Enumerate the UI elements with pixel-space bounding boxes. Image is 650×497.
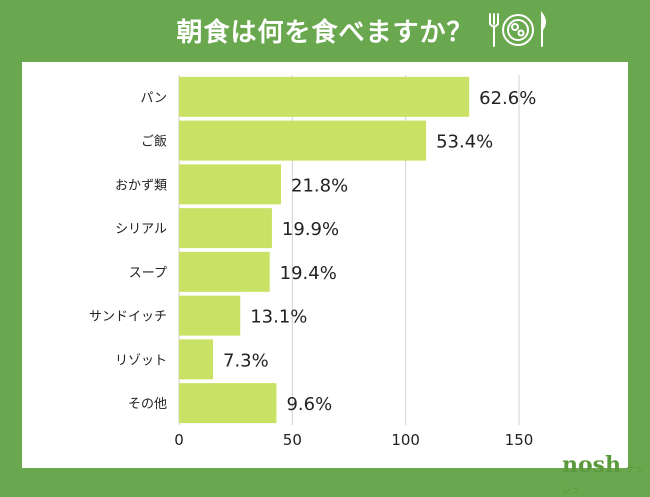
category-label-4: スープ — [129, 266, 167, 281]
bar-1 — [179, 120, 427, 161]
fork-icon — [489, 13, 499, 47]
knife-icon — [541, 10, 546, 47]
x-tick-label-100: 100 — [391, 431, 420, 449]
title-bar: 朝食は何を食べますか？ — [0, 0, 650, 60]
x-axis-ticks: 0 50 100 150 — [174, 431, 533, 449]
x-tick-label-150: 150 — [505, 431, 534, 449]
plate-icon — [489, 10, 546, 47]
category-label-5: サンドイッチ — [89, 310, 167, 325]
value-label-3: 19.9% — [282, 219, 339, 240]
nosh-logo: nosh ナッシュ — [562, 452, 650, 497]
bar-5 — [179, 295, 241, 336]
value-label-0: 62.6% — [479, 88, 536, 109]
bar-7 — [179, 383, 277, 424]
category-label-6: リゾット — [115, 353, 167, 368]
bars — [179, 76, 470, 424]
value-label-6: 7.3% — [223, 350, 269, 371]
bar-3 — [179, 208, 272, 249]
value-label-1: 53.4% — [436, 132, 493, 153]
value-labels: 62.6% 53.4% 21.8% 19.9% 19.4% 13.1% 7.3% 9.6% — [223, 88, 536, 415]
bar-2 — [179, 164, 281, 205]
category-label-3: シリアル — [115, 222, 167, 237]
x-tick-label-0: 0 — [174, 431, 184, 449]
category-label-7: その他 — [128, 397, 167, 412]
logo-main-text: nosh — [562, 452, 622, 478]
chart-title: 朝食は何を食べますか？ — [176, 17, 474, 48]
category-label-1: ご飯 — [141, 134, 167, 150]
x-tick-label-50: 50 — [283, 431, 302, 449]
value-label-2: 21.8% — [291, 175, 348, 196]
value-label-5: 13.1% — [250, 307, 307, 328]
category-label-2: おかず類 — [115, 178, 167, 193]
bar-4 — [179, 251, 270, 292]
bar-6 — [179, 339, 213, 380]
category-label-0: パン — [140, 91, 167, 106]
value-label-7: 9.6% — [286, 394, 332, 415]
value-label-4: 19.4% — [280, 263, 337, 284]
bar-0 — [179, 76, 470, 117]
